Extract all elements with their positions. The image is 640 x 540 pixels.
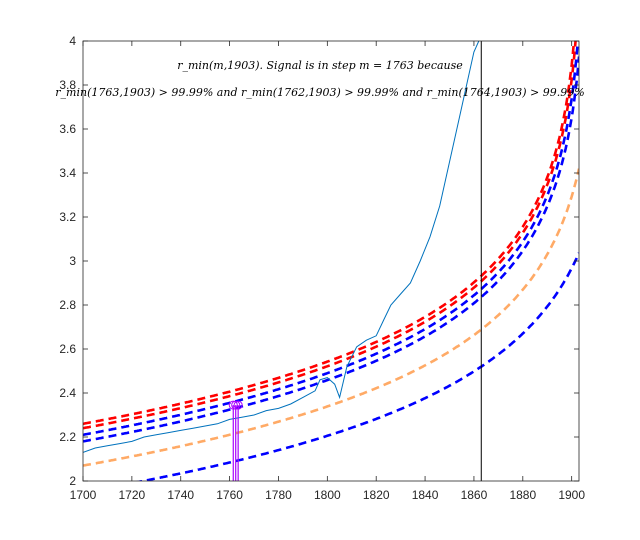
x-tick-label: 1760 <box>216 488 243 502</box>
x-tick-label: 1860 <box>461 488 488 502</box>
dashed-curve-blue <box>83 41 579 437</box>
x-tick-label: 1900 <box>558 488 585 502</box>
annotation-line-1: r_min(m,1903). Signal is in step m = 176… <box>177 59 463 72</box>
x-tick-label: 1800 <box>314 488 341 502</box>
y-tick-label: 3.4 <box>59 166 76 180</box>
dashed-curve-red <box>83 41 576 426</box>
x-tick-label: 1880 <box>509 488 536 502</box>
y-tick-label: 2.8 <box>59 298 76 312</box>
x-tick-label: 1740 <box>167 488 194 502</box>
y-tick-label: 3 <box>69 254 76 268</box>
signal-marker-circle <box>233 400 243 410</box>
x-tick-label: 1840 <box>412 488 439 502</box>
y-tick-label: 2.4 <box>59 386 76 400</box>
x-tick-label: 1720 <box>119 488 146 502</box>
series-line <box>83 41 480 453</box>
y-tick-label: 2.2 <box>59 430 76 444</box>
dashed-curve-blue <box>83 56 579 443</box>
y-tick-label: 3.6 <box>59 122 76 136</box>
x-tick-label: 1780 <box>265 488 292 502</box>
y-tick-label: 2 <box>69 474 76 488</box>
x-tick-label: 1700 <box>70 488 97 502</box>
y-tick-label: 3.2 <box>59 210 76 224</box>
x-tick-label: 1820 <box>363 488 390 502</box>
dashed-curve-orange <box>83 168 579 467</box>
dashed-curve-red <box>83 41 577 430</box>
signal-marker-circle <box>228 400 238 410</box>
plot-frame <box>82 40 580 482</box>
dashed-curve-blue <box>136 252 579 481</box>
y-tick-label: 4 <box>69 34 76 48</box>
y-tick-label: 2.6 <box>59 342 76 356</box>
y-tick-label: 3.8 <box>59 78 76 92</box>
signal-marker-circle <box>231 400 241 410</box>
annotation-line-2: r_min(1763,1903) > 99.99% and r_min(1762… <box>55 86 584 99</box>
